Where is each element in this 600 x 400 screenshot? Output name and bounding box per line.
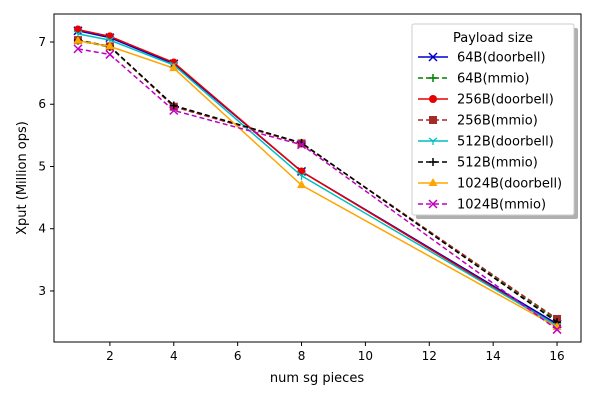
x-axis-label: num sg pieces — [270, 371, 364, 386]
y-tick-label: 6 — [38, 97, 46, 111]
data-point — [169, 105, 179, 116]
x-tick-label: 4 — [170, 349, 178, 363]
data-point — [429, 158, 437, 166]
x-tick-label: 10 — [358, 349, 373, 363]
data-point — [169, 101, 178, 110]
data-point — [105, 49, 115, 59]
data-point — [73, 35, 83, 44]
legend-item: 512B(mmio) — [418, 156, 538, 171]
legend-item: 1024B(mmio) — [418, 198, 546, 213]
legend-label: 64B(doorbell) — [457, 51, 546, 66]
legend: Payload size 64B(doorbell) 64B(mmio) 256B(… — [411, 23, 578, 219]
legend-box — [411, 23, 575, 216]
legend-item: 256B(doorbell) — [418, 93, 554, 108]
legend-items: 64B(doorbell) 64B(mmio) 256B(doorbell) 256B… — [418, 51, 562, 213]
legend-label: 1024B(doorbell) — [457, 177, 562, 192]
x-tick-label: 6 — [234, 349, 242, 363]
series-line — [77, 39, 558, 323]
legend-item: 256B(mmio) — [418, 114, 538, 129]
data-point — [552, 325, 562, 335]
data-point — [428, 178, 438, 186]
y-axis-label: Xput (Million ops) — [15, 121, 30, 235]
data-point — [73, 25, 82, 34]
legend-item: 512B(doorbell) — [418, 135, 554, 150]
y-tick-label: 5 — [38, 159, 46, 173]
data-point — [428, 199, 438, 209]
x-tick-label: 8 — [298, 349, 306, 363]
data-point — [428, 52, 438, 62]
data-point — [297, 172, 306, 180]
data-point — [429, 95, 437, 103]
legend-label: 256B(doorbell) — [457, 93, 554, 108]
legend-title: Payload size — [453, 31, 533, 46]
legend-label: 512B(mmio) — [457, 156, 538, 171]
y-tick-label: 3 — [38, 284, 46, 298]
x-tick-label: 12 — [422, 349, 437, 363]
x-axis-ticks: 2 4 6 8 10 12 14 16 — [106, 342, 565, 363]
x-tick-label: 14 — [486, 349, 501, 363]
y-axis-ticks: 3 4 5 6 7 — [38, 35, 54, 298]
legend-label: 64B(mmio) — [457, 72, 530, 87]
data-point — [296, 140, 307, 150]
data-point — [73, 44, 83, 54]
series — [73, 44, 562, 335]
legend-label: 1024B(mmio) — [457, 198, 546, 213]
data-point — [297, 180, 307, 189]
legend-label: 256B(mmio) — [457, 114, 538, 129]
legend-item: 64B(mmio) — [418, 72, 530, 87]
x-tick-label: 16 — [549, 349, 564, 363]
legend-item: 64B(doorbell) — [418, 51, 546, 66]
legend-item: 1024B(doorbell) — [418, 177, 562, 192]
y-tick-label: 4 — [38, 222, 46, 236]
series-layer — [73, 25, 562, 335]
series-line — [77, 48, 558, 331]
data-point — [429, 74, 437, 82]
legend-label: 512B(doorbell) — [457, 135, 554, 150]
x-tick-label: 2 — [106, 349, 114, 363]
data-point — [429, 116, 437, 124]
y-tick-label: 7 — [38, 35, 46, 49]
data-point — [428, 137, 438, 145]
data-point — [169, 63, 179, 72]
data-point — [105, 41, 115, 50]
